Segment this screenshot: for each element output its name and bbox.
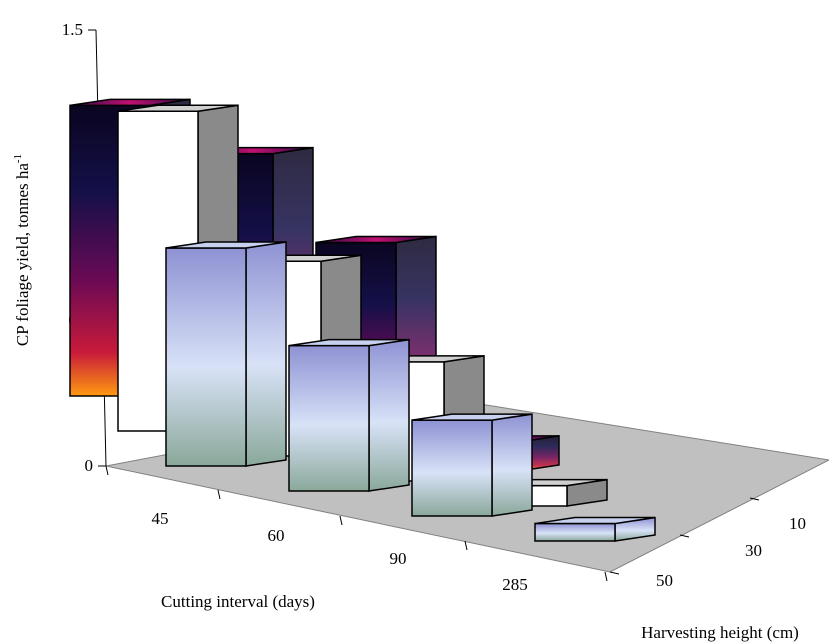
bar <box>165 241 287 467</box>
bar-front <box>288 344 370 492</box>
x-tick-mark <box>339 515 343 526</box>
bar <box>411 413 533 517</box>
y-axis-label-superscript: -1 <box>12 154 24 163</box>
x-tick-mark <box>604 571 608 582</box>
z-tick-mark <box>679 534 690 538</box>
y-axis-label-main: CP foliage yield, tonnes ha <box>13 163 32 346</box>
bar-side <box>368 338 410 492</box>
bar-top <box>534 516 656 525</box>
bar-top <box>69 98 191 107</box>
z-tick-mark <box>749 497 760 501</box>
x-tick-label: 90 <box>390 549 407 568</box>
y-axis-label: CP foliage yield, tonnes ha-1 <box>12 154 32 346</box>
x-tick-label: 285 <box>502 575 528 594</box>
x-tick-label: 60 <box>268 526 285 545</box>
x-axis-ticks: 45 60 90 285 <box>105 465 608 594</box>
bar-top <box>315 235 437 244</box>
bar-top <box>165 241 287 249</box>
bar-front <box>534 522 616 542</box>
bar-top <box>117 104 239 113</box>
x-tick-label: 45 <box>152 509 169 528</box>
y-tick-label: 0 <box>85 456 94 475</box>
bar-top <box>288 338 410 347</box>
bar-front <box>165 247 247 467</box>
z-tick-label: 10 <box>789 514 806 533</box>
z-axis-ticks: 10 30 50 <box>609 460 829 590</box>
z-tick-label: 30 <box>745 541 762 560</box>
bar <box>288 338 410 492</box>
z-tick-label: 50 <box>656 571 673 590</box>
z-tick-mark <box>609 571 620 575</box>
x-axis-label: Cutting interval (days) <box>161 592 315 611</box>
x-tick-mark <box>105 465 109 476</box>
bars <box>69 98 656 542</box>
x-tick-mark <box>464 540 468 551</box>
bar-front <box>411 419 493 517</box>
bar-side <box>245 241 287 467</box>
x-tick-mark <box>217 489 221 500</box>
bar <box>534 516 656 542</box>
z-axis-label: Harvesting height (cm) <box>641 623 799 642</box>
bar-side <box>491 413 533 517</box>
bar-top <box>411 413 533 421</box>
y-tick-label: 1.5 <box>62 20 83 39</box>
